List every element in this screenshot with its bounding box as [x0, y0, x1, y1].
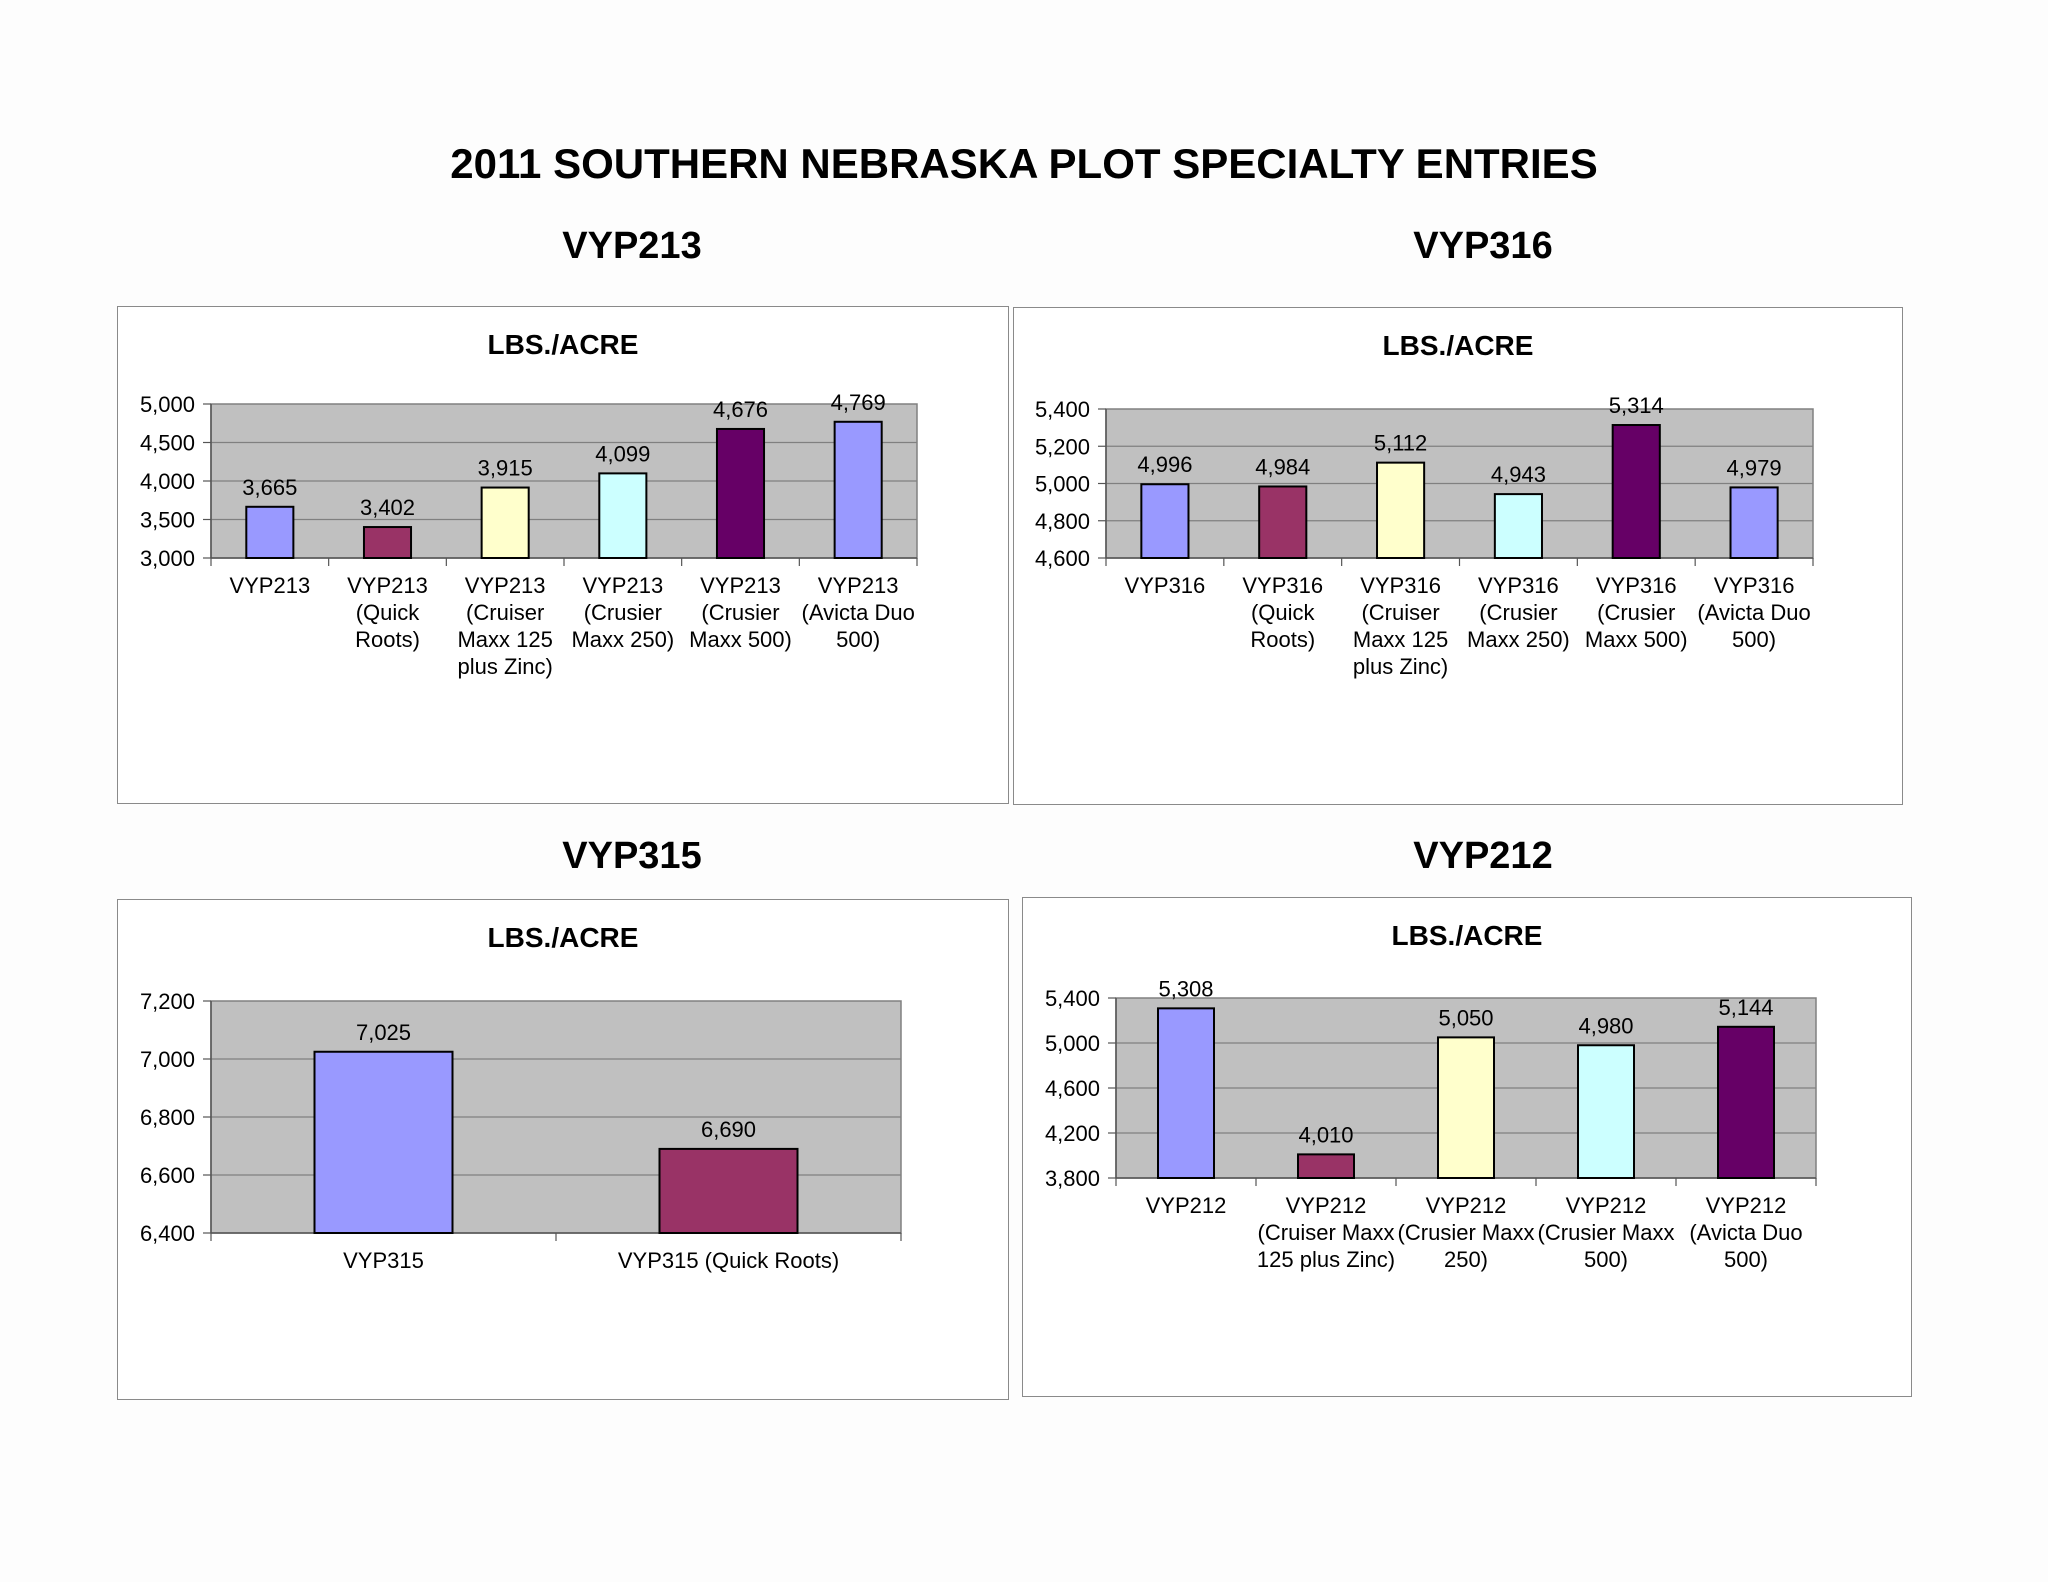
x-tick-label: VYP213 (Avicta Duo 500) [802, 573, 915, 652]
data-label: 4,984 [1255, 454, 1310, 479]
x-tick-label: VYP213 (Crusier Maxx 500) [689, 573, 792, 652]
y-tick-label: 4,600 [1035, 546, 1090, 571]
bar-chart-vyp213: 3,000 3,500 4,000 4,500 5,000 3,665 VYP213 3,40… [140, 390, 918, 679]
bar [1437, 1036, 1495, 1179]
chart-title: LBS./ACRE [1382, 330, 1534, 361]
chart-panel-vyp212: LBS./ACRE 3,800 4,200 4,600 5,000 5,400 5,308… [1022, 897, 1912, 1397]
data-label: 3,915 [478, 456, 533, 481]
y-tick-label: 5,000 [1035, 472, 1090, 497]
y-tick-label: 7,200 [140, 989, 195, 1014]
y-tick-label: 5,000 [1045, 1031, 1100, 1056]
data-label: 5,308 [1158, 976, 1213, 1001]
y-tick-label: 7,000 [140, 1047, 195, 1072]
bar [1493, 493, 1543, 560]
bar [480, 486, 530, 559]
data-label: 5,050 [1438, 1005, 1493, 1030]
bar [1611, 424, 1661, 559]
y-tick-label: 6,600 [140, 1163, 195, 1188]
bar [313, 1050, 454, 1234]
x-tick-label: VYP315 [343, 1248, 424, 1273]
y-tick-label: 5,400 [1035, 397, 1090, 422]
bar [1717, 1025, 1775, 1179]
data-label: 4,979 [1727, 455, 1782, 480]
y-tick-label: 5,400 [1045, 986, 1100, 1011]
y-tick-label: 5,000 [140, 392, 195, 417]
bar [1376, 461, 1426, 559]
x-tick-label: VYP212 (Crusier Maxx 500) [1538, 1193, 1675, 1272]
data-label: 6,690 [701, 1117, 756, 1142]
bar [833, 420, 883, 559]
bar [598, 472, 648, 559]
data-label: 4,996 [1137, 452, 1192, 477]
data-label: 3,665 [242, 475, 297, 500]
x-tick-label: VYP316 (Crusier Maxx 500) [1585, 573, 1688, 652]
y-tick-label: 4,000 [140, 469, 195, 494]
x-tick-label: VYP316 (Avicta Duo 500) [1697, 573, 1810, 652]
x-tick-label: VYP212 (Avicta Duo 500) [1689, 1193, 1802, 1272]
y-tick-label: 4,600 [1045, 1076, 1100, 1101]
bar [1729, 486, 1779, 560]
chart-title: LBS./ACRE [487, 922, 639, 953]
chart-heading-vyp316: VYP316 [1413, 225, 1553, 267]
y-tick-label: 6,800 [140, 1105, 195, 1130]
bar [715, 427, 766, 559]
chart-panel-vyp315: LBS./ACRE 6,400 6,600 6,800 7,000 7,200 7,025… [117, 899, 1009, 1400]
bar [245, 505, 295, 559]
bar [658, 1147, 799, 1234]
chart-title: LBS./ACRE [1391, 920, 1543, 951]
bar [1258, 485, 1308, 559]
data-label: 4,980 [1578, 1013, 1633, 1038]
data-label: 5,314 [1609, 393, 1664, 418]
chart-heading-vyp212: VYP212 [1413, 835, 1553, 877]
page-title: 2011 SOUTHERN NEBRASKA PLOT SPECIALTY EN… [450, 140, 1598, 187]
data-label: 4,943 [1491, 462, 1546, 487]
y-tick-label: 3,000 [140, 546, 195, 571]
bar [362, 526, 413, 560]
y-tick-label: 3,500 [140, 508, 195, 533]
chart-title: LBS./ACRE [487, 329, 639, 360]
bar [1577, 1044, 1635, 1179]
x-tick-label: VYP212 (Crusier Maxx 250) [1398, 1193, 1535, 1272]
data-label: 4,769 [831, 390, 886, 415]
chart-heading-vyp315: VYP315 [562, 835, 702, 877]
data-label: 4,099 [595, 441, 650, 466]
x-tick-label: VYP316 (Quick Roots) [1242, 573, 1323, 652]
x-tick-label: VYP213 (Crusier Maxx 250) [571, 573, 674, 652]
chart-heading-vyp213: VYP213 [562, 225, 702, 267]
x-tick-label: VYP316 (Crusier Maxx 250) [1467, 573, 1570, 652]
y-tick-label: 6,400 [140, 1221, 195, 1246]
bar [1140, 483, 1190, 559]
y-tick-label: 3,800 [1045, 1166, 1100, 1191]
bar [1297, 1153, 1355, 1179]
data-label: 7,025 [356, 1020, 411, 1045]
x-tick-label: VYP316 [1125, 573, 1206, 598]
x-tick-label: VYP315 (Quick Roots) [618, 1248, 839, 1273]
x-tick-label: VYP213 (Quick Roots) [347, 573, 428, 652]
x-tick-label: VYP213 (Cruiser Maxx 125 plus Zinc) [457, 573, 552, 679]
data-label: 4,010 [1298, 1122, 1353, 1147]
data-label: 5,144 [1718, 995, 1773, 1020]
bar-chart-vyp212: 3,800 4,200 4,600 5,000 5,400 5,308 VYP212 4,01… [1045, 976, 1817, 1272]
bar-chart-vyp316: 4,600 4,800 5,000 5,200 5,400 4,996 VYP316 4,98… [1035, 393, 1814, 679]
data-label: 4,676 [713, 397, 768, 422]
data-label: 5,112 [1374, 431, 1427, 456]
y-tick-label: 4,500 [140, 431, 195, 456]
y-tick-label: 4,200 [1045, 1121, 1100, 1146]
data-label: 3,402 [360, 495, 415, 520]
chart-panel-vyp213: LBS./ACRE 3,000 3,500 4,000 4,500 5,000 3,665… [117, 306, 1009, 804]
y-tick-label: 4,800 [1035, 509, 1090, 534]
x-tick-label: VYP213 [229, 573, 310, 598]
y-tick-label: 5,200 [1035, 434, 1090, 459]
bar [1157, 1007, 1215, 1179]
chart-panel-vyp316: LBS./ACRE 4,600 4,800 5,000 5,200 5,400 4,996… [1013, 307, 1903, 805]
x-tick-label: VYP212 [1146, 1193, 1227, 1218]
x-tick-label: VYP212 (Cruiser Maxx 125 plus Zinc) [1257, 1193, 1395, 1272]
bar-chart-vyp315: 6,400 6,600 6,800 7,000 7,200 7,025 VYP315 6,69… [140, 989, 902, 1273]
x-tick-label: VYP316 (Cruiser Maxx 125 plus Zinc) [1353, 573, 1448, 679]
